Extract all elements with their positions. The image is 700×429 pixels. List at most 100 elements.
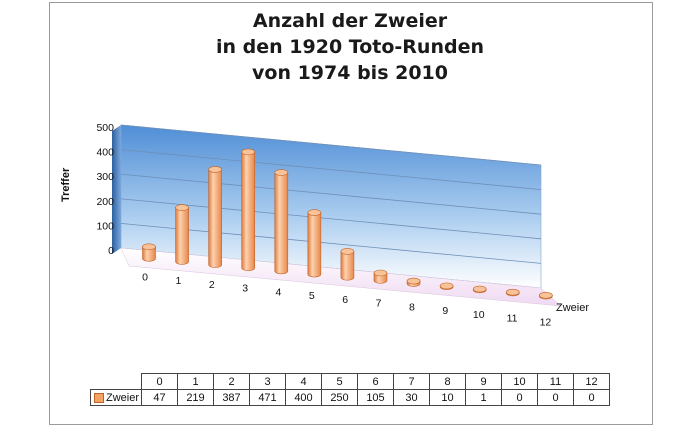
y-tick-label: 500 bbox=[96, 122, 114, 134]
bar-top bbox=[439, 282, 454, 290]
bar bbox=[340, 248, 355, 281]
bar-body bbox=[208, 169, 222, 268]
x-tick-label: 3 bbox=[242, 283, 248, 295]
title-line-1: Anzahl der Zweier bbox=[252, 10, 448, 32]
table-corner bbox=[90, 373, 142, 390]
table-header-cell: 11 bbox=[537, 373, 574, 390]
bar bbox=[539, 292, 553, 300]
x-tick-label: 12 bbox=[540, 316, 552, 328]
table-header-cell: 5 bbox=[321, 373, 358, 390]
bars bbox=[142, 148, 553, 300]
x-tick-label: 7 bbox=[376, 298, 382, 310]
x-tick-label: 9 bbox=[442, 305, 448, 317]
gridline bbox=[120, 149, 542, 190]
table-cell: 105 bbox=[357, 389, 394, 406]
y-tick-label: 100 bbox=[96, 220, 114, 232]
x-tick-label: 8 bbox=[409, 301, 415, 313]
x-tick-label: 4 bbox=[276, 286, 282, 298]
x-tick-label: 0 bbox=[142, 271, 148, 283]
bar-top bbox=[373, 269, 388, 277]
bar-body bbox=[307, 212, 322, 278]
y-axis-ticks: 0 100 200 300 400 500 bbox=[96, 122, 114, 257]
table-cell: 471 bbox=[249, 389, 286, 406]
bar-top bbox=[307, 209, 322, 216]
table-cell: 0 bbox=[537, 389, 574, 406]
table-cell: 30 bbox=[393, 389, 430, 406]
bar bbox=[505, 288, 520, 297]
x-tick-label: 1 bbox=[175, 275, 181, 287]
table-cell: 47 bbox=[141, 389, 178, 406]
x-axis-label: Zweier bbox=[556, 302, 589, 314]
table-header-cell: 10 bbox=[501, 373, 538, 390]
bar bbox=[307, 209, 322, 278]
gridlines bbox=[120, 124, 542, 264]
table-cell: 219 bbox=[177, 389, 214, 406]
bar-top bbox=[142, 243, 156, 251]
bar-top bbox=[539, 292, 553, 299]
gridline bbox=[120, 124, 542, 166]
bar-top bbox=[241, 148, 256, 156]
x-tick-label: 5 bbox=[309, 290, 315, 302]
bar-body bbox=[175, 207, 189, 265]
bar bbox=[406, 277, 421, 287]
bar-top bbox=[340, 248, 355, 255]
table-cell: 400 bbox=[285, 389, 322, 406]
table-cell: 1 bbox=[465, 389, 502, 406]
table-header-cell: 7 bbox=[393, 373, 430, 390]
table-header-cell: 0 bbox=[141, 373, 178, 390]
y-axis-label: Treffer bbox=[60, 167, 72, 202]
table-cell: 0 bbox=[501, 389, 538, 406]
bar bbox=[142, 243, 156, 262]
x-tick-label: 11 bbox=[507, 313, 518, 325]
bar bbox=[472, 285, 487, 294]
y-tick-label: 200 bbox=[96, 196, 114, 208]
bar-body bbox=[340, 251, 355, 281]
bar-body bbox=[241, 151, 256, 272]
table-header-cell: 9 bbox=[465, 373, 502, 390]
bar-body bbox=[142, 246, 156, 262]
gridline bbox=[120, 198, 542, 240]
table-header-row: 0 1 2 3 4 5 6 7 8 9 10 11 12 bbox=[90, 373, 610, 390]
table-header-cell: 4 bbox=[285, 373, 322, 390]
bar bbox=[175, 204, 189, 265]
bar-top bbox=[406, 277, 421, 285]
y-tick-label: 400 bbox=[96, 147, 114, 159]
table-series-cell: Zweier bbox=[90, 389, 142, 406]
bar bbox=[274, 169, 289, 275]
table-header-cell: 12 bbox=[573, 373, 610, 390]
bar-top bbox=[472, 285, 487, 293]
bar-body bbox=[274, 172, 289, 275]
bar-top bbox=[175, 204, 189, 211]
legend-swatch bbox=[94, 392, 104, 403]
side-wall bbox=[112, 125, 121, 254]
table-header-cell: 3 bbox=[249, 373, 286, 390]
bar-top bbox=[208, 166, 222, 173]
data-table: 0 1 2 3 4 5 6 7 8 9 10 11 12 Zweier 47 219 387 471 400 25… bbox=[90, 373, 610, 406]
x-tick-label: 6 bbox=[342, 294, 348, 306]
table-cell: 387 bbox=[213, 389, 250, 406]
series-name: Zweier bbox=[106, 391, 140, 404]
bar bbox=[373, 269, 388, 284]
table-cell: 10 bbox=[429, 389, 466, 406]
table-header-cell: 8 bbox=[429, 373, 466, 390]
table-header-cell: 1 bbox=[177, 373, 214, 390]
bar bbox=[241, 148, 256, 272]
gridline bbox=[120, 223, 542, 264]
bar-top bbox=[274, 169, 289, 176]
table-cell: 0 bbox=[573, 389, 610, 406]
x-tick-label: 2 bbox=[209, 279, 215, 291]
x-axis-ticks: 0 1 2 3 4 5 6 7 8 9 10 11 12 bbox=[142, 271, 551, 328]
gridline bbox=[120, 173, 542, 215]
title-line-3: von 1974 bis 2010 bbox=[252, 62, 448, 84]
table-header-cell: 2 bbox=[213, 373, 250, 390]
bar bbox=[439, 282, 454, 290]
bar-top bbox=[505, 288, 520, 296]
x-tick-label: 10 bbox=[473, 309, 485, 321]
table-header-cell: 6 bbox=[357, 373, 394, 390]
y-tick-label: 300 bbox=[96, 171, 114, 183]
y-tick-label: 0 bbox=[108, 245, 114, 257]
bar bbox=[208, 166, 222, 268]
chart-title: Anzahl der Zweier in den 1920 Toto-Runde… bbox=[0, 8, 700, 86]
title-line-2: in den 1920 Toto-Runden bbox=[216, 36, 484, 58]
